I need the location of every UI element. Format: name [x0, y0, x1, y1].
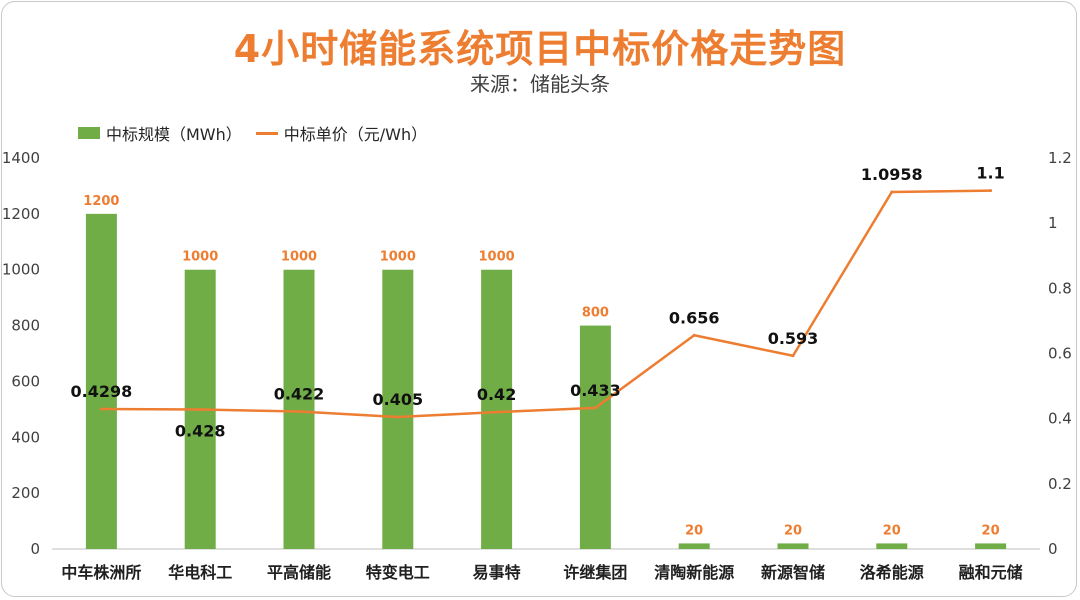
bar — [678, 543, 710, 549]
x-category-label: 融和元储 — [959, 563, 1023, 582]
bar — [481, 269, 513, 549]
x-category-label: 清陶新能源 — [654, 563, 734, 582]
bar-value-label: 20 — [883, 523, 901, 538]
x-category-label: 华电科工 — [168, 563, 232, 582]
bar-value-label: 20 — [685, 523, 703, 538]
y-left-tick-label: 800 — [11, 317, 40, 335]
x-category-label: 洛希能源 — [860, 563, 924, 582]
x-category-label: 中车株洲所 — [61, 563, 141, 582]
line-value-label: 0.593 — [768, 329, 819, 348]
bar — [975, 543, 1007, 549]
bar-value-label: 1000 — [479, 250, 515, 265]
line-point — [890, 190, 894, 194]
bar — [85, 213, 117, 549]
line-point — [198, 408, 202, 412]
y-left-tick-label: 1200 — [2, 205, 40, 223]
y-right-tick-label: 0.2 — [1048, 475, 1072, 493]
line-value-label: 1.0958 — [861, 165, 923, 184]
line-point — [297, 409, 301, 413]
line-value-label: 0.405 — [372, 390, 423, 409]
bar — [579, 325, 611, 549]
line-value-label: 0.42 — [477, 385, 516, 404]
y-left-tick-label: 1000 — [2, 261, 40, 279]
line-point — [396, 415, 400, 419]
y-right-tick-label: 0.6 — [1048, 345, 1072, 363]
line-value-label: 1.1 — [976, 164, 1004, 183]
legend-line-label: 中标单价（元/Wh） — [283, 125, 428, 144]
line-point — [791, 354, 795, 358]
x-category-label: 特变电工 — [366, 563, 430, 582]
price-line — [101, 189, 991, 419]
line-value-label: 0.656 — [669, 308, 720, 327]
y-left-tick-label: 0 — [30, 540, 40, 558]
line-point — [99, 407, 103, 411]
y-right-tick-label: 1.2 — [1048, 149, 1072, 167]
x-category-label: 新源智储 — [761, 563, 825, 582]
legend-item-line: 中标单价（元/Wh） — [255, 121, 428, 145]
bar — [876, 543, 908, 549]
bar-value-label: 800 — [582, 306, 609, 321]
x-category-label: 许继集团 — [563, 563, 627, 582]
x-category-label: 平高储能 — [267, 563, 331, 582]
line-point — [989, 189, 993, 193]
legend-bar-label: 中标规模（MWh） — [106, 125, 242, 144]
line-value-label: 0.433 — [570, 381, 621, 400]
y-right-tick-label: 1 — [1048, 214, 1058, 232]
line-point — [593, 406, 597, 410]
chart-source: 来源：储能头条 — [470, 72, 610, 96]
y-left-tick-label: 200 — [11, 484, 40, 502]
bar-value-label: 20 — [784, 523, 802, 538]
legend-bar-swatch — [78, 127, 100, 139]
y-right-tick-label: 0 — [1048, 540, 1058, 558]
legend-line-swatch — [255, 131, 278, 135]
legend-item-bar: 中标规模（MWh） — [78, 121, 242, 145]
bar-value-label: 1200 — [83, 194, 119, 209]
bar — [382, 269, 414, 549]
bar — [283, 269, 315, 549]
line-value-label: 0.4298 — [71, 382, 133, 401]
y-right-tick-label: 0.8 — [1048, 279, 1072, 297]
bar — [777, 543, 809, 549]
line-value-label: 0.422 — [274, 384, 325, 403]
chart-title: 4小时储能系统项目中标价格走势图 — [233, 27, 847, 71]
bar-value-label: 1000 — [380, 250, 416, 265]
y-left-tick-label: 400 — [11, 428, 40, 446]
y-left-tick-label: 600 — [11, 372, 40, 390]
y-right-tick-label: 0.4 — [1048, 410, 1072, 428]
x-category-label: 易事特 — [473, 563, 521, 582]
y-left-tick-label: 1400 — [2, 149, 40, 167]
line-point — [495, 410, 499, 414]
legend: 中标规模（MWh） 中标单价（元/Wh） — [78, 121, 441, 145]
line-point — [692, 333, 696, 337]
bar-value-label: 1000 — [281, 250, 317, 265]
bar-value-label: 20 — [982, 523, 1000, 538]
bar-value-label: 1000 — [182, 250, 218, 265]
line-value-label: 0.428 — [175, 422, 226, 441]
